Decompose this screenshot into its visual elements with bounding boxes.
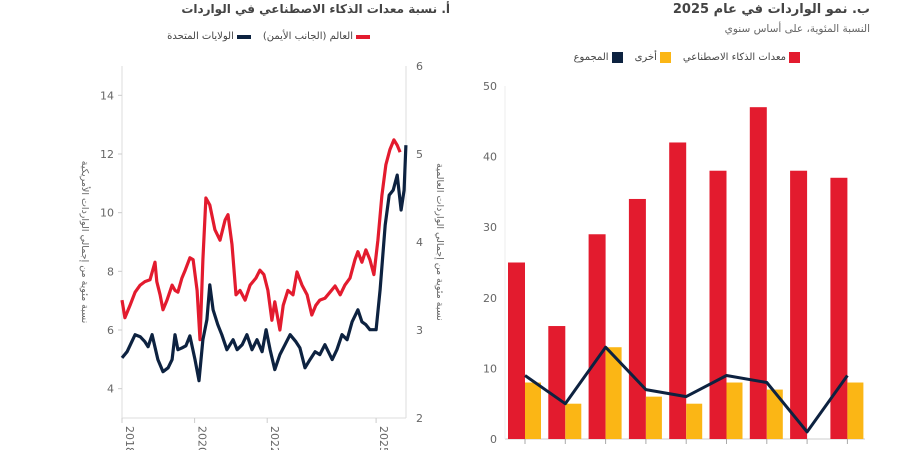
- legend-item: معدات الذكاء الاصطناعي: [683, 52, 800, 63]
- bar-y-tick-label: 20: [483, 292, 497, 305]
- bar-y-tick-label: 40: [483, 151, 497, 164]
- legend-swatch: [356, 34, 370, 39]
- legend-label: أخرى: [634, 52, 657, 63]
- series-line-world: [120, 138, 402, 342]
- bar-ai-equipment: [628, 198, 646, 439]
- x-tick-label: 2025: [377, 426, 390, 450]
- series-line-total: [524, 345, 849, 434]
- y-tick-label-left: 8: [107, 265, 114, 278]
- bar-ai-equipment: [790, 170, 808, 439]
- y-axis-label-right: نسبة مئوية من إجمالي الواردات العالمية: [434, 163, 445, 321]
- left-legend: العالم (الجانب الأيمن) الولايات المتحدة: [167, 31, 370, 42]
- bar-ai-equipment: [548, 326, 566, 439]
- bar-ai-equipment: [709, 170, 727, 439]
- legend-item: العالم (الجانب الأيمن): [263, 31, 370, 42]
- legend-label: الولايات المتحدة: [167, 31, 234, 42]
- x-tick-label: 2018: [123, 426, 136, 450]
- bar-ai-equipment: [830, 177, 848, 439]
- bar-other: [565, 403, 582, 439]
- bar-ai-equipment: [588, 234, 606, 439]
- bar-y-tick-label: 10: [483, 362, 497, 375]
- y-tick-label-left: 12: [100, 148, 114, 161]
- legend-swatch: [611, 52, 623, 63]
- y-tick-label-right: 6: [416, 60, 423, 73]
- right-chart-title: ب. نمو الواردات في عام 2025: [672, 2, 870, 17]
- y-tick-label-left: 4: [107, 383, 114, 396]
- y-tick-label-right: 2: [416, 412, 423, 425]
- bar-y-tick-label: 30: [483, 221, 497, 234]
- bar-ai-equipment: [508, 262, 525, 439]
- x-tick-label: 2020: [196, 426, 209, 450]
- bar-y-tick-label: 0: [490, 433, 497, 446]
- left-chart-title: أ. نسبة معدات الذكاء الاصطناعي في الوارد…: [181, 2, 450, 16]
- legend-label: معدات الذكاء الاصطناعي: [682, 52, 786, 63]
- bar-other: [847, 382, 864, 439]
- legend-item: أخرى: [635, 52, 671, 63]
- legend-swatch: [659, 52, 671, 63]
- y-tick-label-right: 3: [416, 324, 423, 337]
- y-axis-label-left: نسبة مئوية من إجمالي الواردات الأمريكية: [79, 161, 91, 324]
- bar-other: [686, 403, 703, 439]
- legend-swatch: [236, 34, 251, 39]
- y-tick-label-left: 10: [100, 207, 114, 220]
- bar-other: [605, 347, 622, 439]
- legend-swatch: [789, 52, 800, 63]
- bar-other: [525, 382, 541, 439]
- bar-other: [726, 382, 743, 439]
- y-tick-label-left: 14: [100, 89, 114, 102]
- series-line-us: [120, 145, 408, 383]
- bar-ai-equipment: [749, 107, 767, 440]
- legend-item: الولايات المتحدة: [167, 31, 251, 42]
- right-legend: معدات الذكاء الاصطناعي أخرى المجموع: [574, 52, 800, 63]
- bar-other: [645, 396, 662, 439]
- legend-label: المجموع: [573, 52, 609, 63]
- right-chart-subtitle: النسبة المئوية، على أساس سنوي: [724, 23, 870, 35]
- y-tick-label-right: 5: [416, 148, 423, 161]
- legend-item: المجموع: [574, 52, 623, 63]
- bar-y-tick-label: 50: [483, 80, 497, 93]
- legend-label: العالم (الجانب الأيمن): [262, 31, 353, 42]
- y-tick-label-right: 4: [416, 236, 423, 249]
- bar-ai-equipment: [669, 142, 687, 440]
- y-tick-label-left: 6: [107, 324, 114, 337]
- bar-other: [766, 389, 783, 439]
- x-tick-label: 2022: [268, 426, 281, 450]
